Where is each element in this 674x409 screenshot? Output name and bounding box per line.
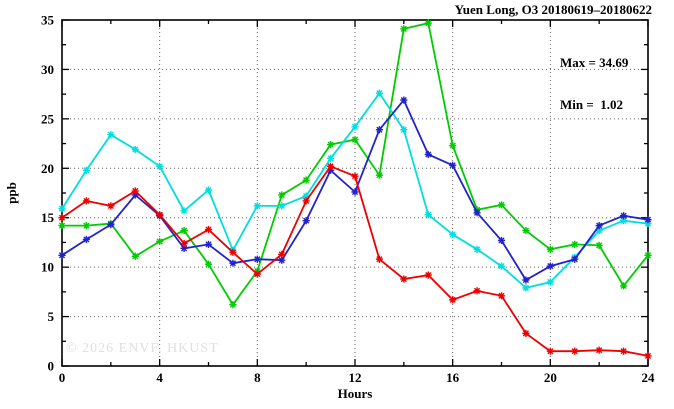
y-axis-label: ppb [4, 182, 19, 204]
y-tick-label: 10 [41, 260, 54, 275]
series-red-markers [58, 162, 652, 360]
stats-annotation: Max = 34.69 Min = 1.02 [560, 28, 628, 140]
watermark: © 2026 ENVF, HKUST [66, 341, 219, 356]
x-tick-label: 20 [544, 370, 557, 385]
tick-labels: 0 4 8 12 16 20 24 0 5 10 15 20 25 30 35 [41, 13, 655, 386]
series-blue [58, 96, 652, 284]
series-cyan-markers [58, 89, 652, 292]
chart-title: Yuen Long, O3 20180619–20180622 [454, 2, 652, 17]
x-tick-label: 16 [446, 370, 460, 385]
y-tick-label: 0 [48, 359, 55, 374]
series-cyan [58, 89, 652, 292]
min-value-label: Min = 1.02 [560, 97, 624, 112]
y-tick-label: 25 [41, 111, 55, 126]
y-tick-label: 35 [41, 13, 55, 28]
y-tick-label: 20 [41, 161, 54, 176]
y-tick-label: 15 [41, 210, 55, 225]
y-tick-label: 30 [41, 62, 54, 77]
x-tick-label: 0 [59, 370, 66, 385]
series-red [58, 162, 652, 360]
x-axis-label: Hours [338, 386, 373, 401]
x-tick-label: 12 [349, 370, 362, 385]
x-tick-label: 24 [642, 370, 656, 385]
y-tick-label: 5 [48, 309, 55, 324]
max-value-label: Max = 34.69 [560, 55, 629, 70]
x-tick-label: 8 [254, 370, 261, 385]
x-tick-label: 4 [156, 370, 163, 385]
series-blue-markers [58, 96, 652, 284]
